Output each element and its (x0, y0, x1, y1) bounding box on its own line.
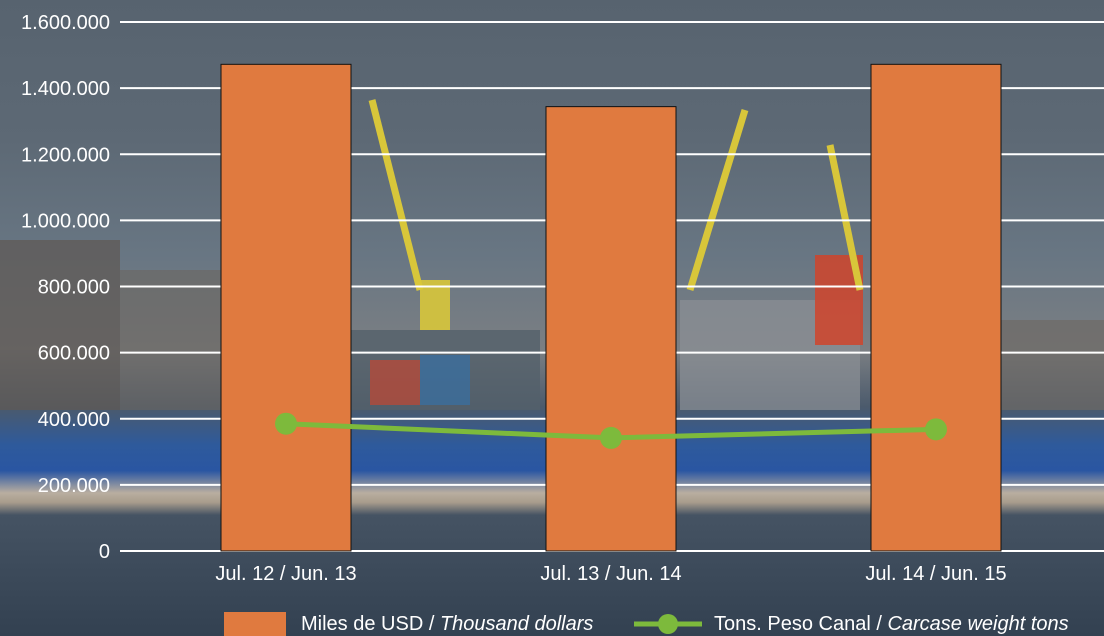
y-tick-label: 1.600.000 (21, 12, 110, 34)
y-tick-label: 1.200.000 (21, 144, 110, 166)
x-tick-label: Jul. 13 / Jun. 14 (540, 563, 681, 585)
y-tick-label: 600.000 (38, 343, 110, 365)
x-axis: Jul. 12 / Jun. 13 Jul. 13 / Jun. 14 Jul. 1… (215, 563, 1006, 585)
y-tick-label: 800.000 (38, 277, 110, 299)
bar-series (220, 63, 1002, 552)
bar (220, 63, 352, 552)
legend: Miles de USD / Thousand dollars Tons. Pe… (224, 612, 1069, 636)
y-tick-label: 1.000.000 (21, 210, 110, 232)
legend-line-marker (658, 614, 678, 634)
line-series (275, 412, 947, 449)
x-tick-label: Jul. 12 / Jun. 13 (215, 563, 356, 585)
port-background-scene (0, 99, 1104, 410)
bar (545, 106, 677, 552)
x-tick-label: Jul. 14 / Jun. 15 (865, 563, 1006, 585)
y-axis: 0 200.000 400.000 600.000 800.000 1.000.000 1.… (21, 12, 110, 563)
line-point (925, 418, 947, 441)
y-tick-label: 400.000 (38, 409, 110, 431)
line-point (600, 426, 622, 449)
legend-bar-label: Miles de USD / Thousand dollars (301, 613, 593, 635)
y-tick-label: 1.400.000 (21, 78, 110, 100)
y-tick-label: 0 (99, 541, 110, 563)
legend-bar-swatch (224, 612, 286, 636)
legend-line-label: Tons. Peso Canal / Carcase weight tons (714, 613, 1069, 635)
line-point (275, 412, 297, 435)
bar (870, 63, 1002, 552)
y-tick-label: 200.000 (38, 475, 110, 497)
